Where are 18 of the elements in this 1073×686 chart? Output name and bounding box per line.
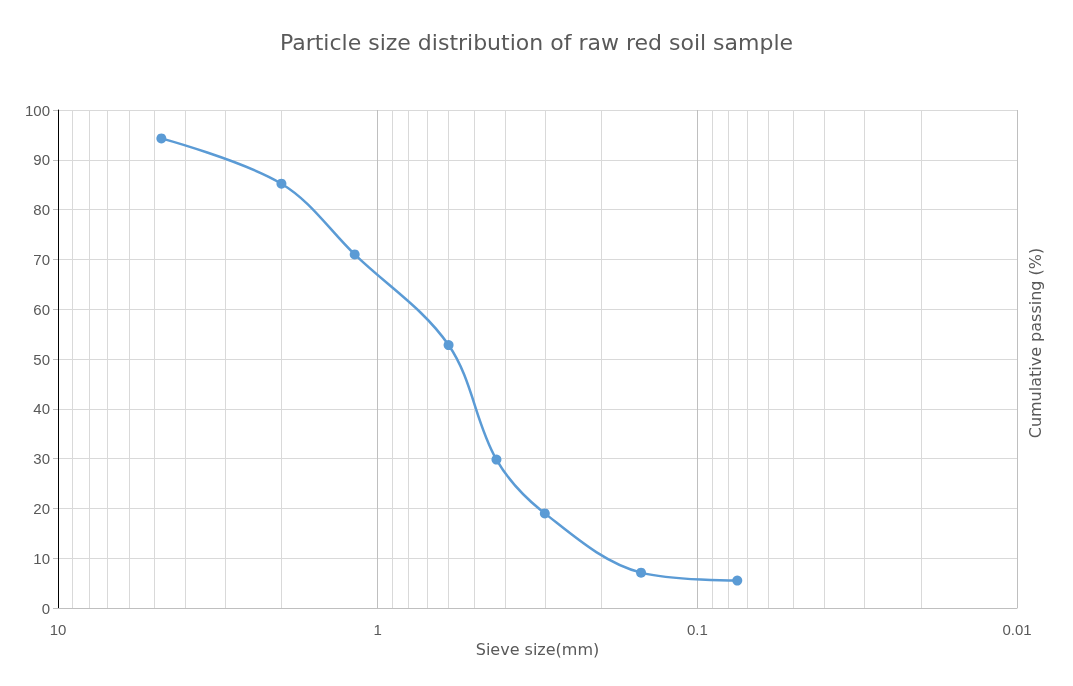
y-tick-label: 100 xyxy=(24,101,50,119)
y-tick-label: 90 xyxy=(33,151,50,169)
x-tick-label: 0.1 xyxy=(686,621,708,638)
y-tick-label: 50 xyxy=(33,350,50,368)
y-tick-label: 20 xyxy=(33,499,50,517)
y-tick-label: 40 xyxy=(33,400,50,418)
y-tick-label: 10 xyxy=(33,549,50,567)
chart-title: Particle size distribution of raw red soil sample xyxy=(279,29,794,55)
y-tick-label: 0 xyxy=(41,599,50,617)
y-tick-label: 70 xyxy=(33,250,50,268)
x-tick-label: 1 xyxy=(373,621,382,638)
x-tick-label: 10 xyxy=(49,621,67,638)
y-tick-label: 80 xyxy=(33,201,50,219)
y-tick-label: 30 xyxy=(33,450,50,468)
y-axis-title: Cumulative passing (%) xyxy=(1025,247,1045,439)
x-tick-label: 0.01 xyxy=(1002,621,1032,638)
x-axis-title: Sieve size(mm) xyxy=(475,640,600,660)
y-tick-label: 60 xyxy=(33,300,50,318)
